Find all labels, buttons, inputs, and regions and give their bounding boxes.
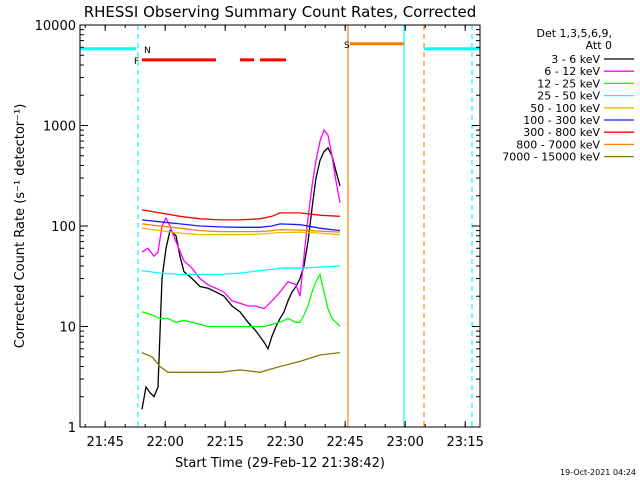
series-line-7000-15000-kev	[141, 351, 341, 373]
y-tick-label: 10	[59, 321, 76, 336]
state-bar-layer: NF S	[80, 41, 480, 67]
x-tick-label: 23:00	[386, 435, 423, 450]
state-bar-label-f: F	[134, 57, 139, 67]
legend-header-line: Att 0	[586, 39, 612, 52]
x-tick-label: 22:15	[206, 435, 243, 450]
legend-header-line: Det 1,3,5,6,9,	[536, 27, 612, 40]
legend-label-25-50-kev: 25 - 50 keV	[537, 90, 600, 103]
series-line-300-800-kev	[141, 209, 341, 221]
series-layer	[141, 128, 341, 410]
legend-label-12-25-kev: 12 - 25 keV	[537, 77, 600, 90]
series-line-3-6-kev	[141, 146, 341, 410]
x-tick-label: 22:30	[266, 435, 303, 450]
x-tick-label: 22:45	[326, 435, 363, 450]
legend-label-800-7000-kev: 800 - 7000 keV	[516, 138, 600, 151]
timestamp: 19-Oct-2021 04:24	[560, 468, 636, 477]
y-tick-label: 100	[51, 220, 76, 235]
y-tick-label: 10000	[35, 19, 76, 34]
state-bar-label-n: N	[144, 46, 151, 56]
series-line-12-25-kev	[141, 272, 341, 328]
y-tick-label: 1000	[43, 120, 76, 135]
chart-title: RHESSI Observing Summary Count Rates, Co…	[84, 3, 477, 21]
series-line-800-7000-kev	[141, 223, 341, 233]
x-tick-label: 23:15	[446, 435, 483, 450]
x-axis-ticks: 21:45 22:00 22:15 22:30 22:45 23:00 23:15	[84, 25, 484, 450]
y-tick-label: 1	[68, 421, 76, 436]
legend-label-300-800-kev: 300 - 800 keV	[523, 126, 600, 139]
y-axis-label: Corrected Count Rate (s⁻¹ detector⁻¹)	[13, 104, 28, 349]
x-tick-label: 21:45	[86, 435, 123, 450]
x-tick-label: 22:00	[146, 435, 183, 450]
series-line-100-300-kev	[141, 219, 341, 232]
legend-label-100-300-kev: 100 - 300 keV	[523, 114, 600, 127]
marker-layer	[79, 25, 473, 427]
x-axis-label: Start Time (29-Feb-12 21:38:42)	[175, 456, 385, 471]
state-bar-label-s: S	[344, 41, 350, 51]
legend-label-50-100-kev: 50 - 100 keV	[530, 102, 600, 115]
legend-label-6-12-kev: 6 - 12 keV	[544, 65, 600, 78]
legend-label-7000-15000-kev: 7000 - 15000 keV	[502, 151, 600, 164]
y-axis-ticks: 1 10 100 1000 10000	[35, 19, 480, 436]
series-line-50-100-kev	[141, 227, 341, 236]
legend-label-3-6-kev: 3 - 6 keV	[551, 53, 600, 66]
series-line-25-50-kev	[141, 265, 341, 276]
